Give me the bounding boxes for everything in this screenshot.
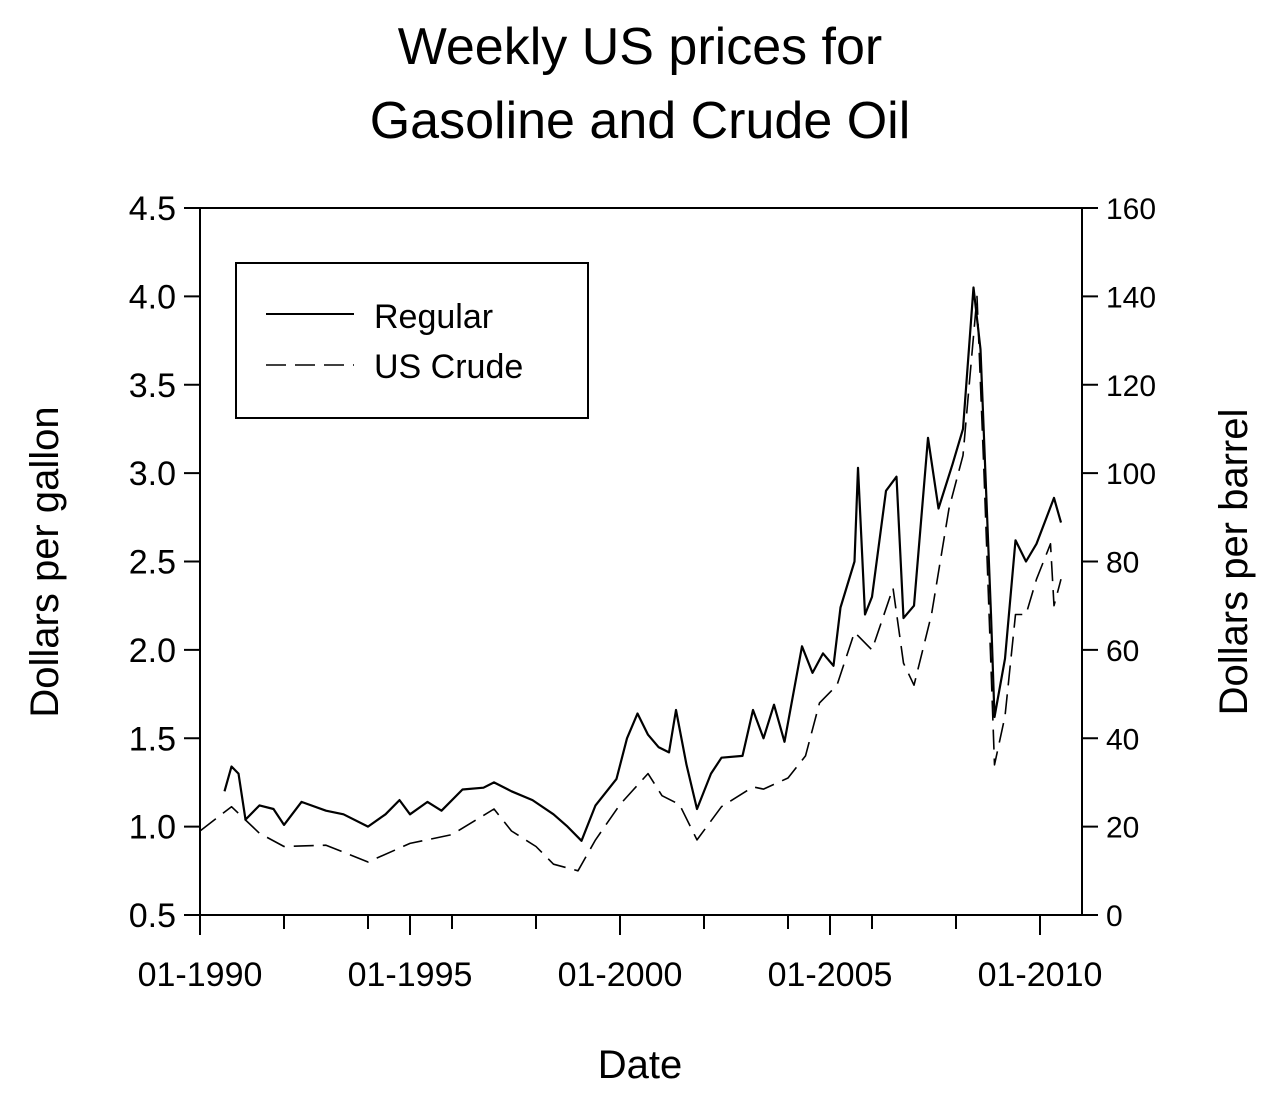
x-axis: 01-1990 01-1995 01-2000 01-2005 01-2010 <box>138 915 1103 994</box>
right-axis: 0 20 40 60 80 100 120 140 160 <box>1082 193 1156 933</box>
series-line-regular <box>223 286 1063 842</box>
right-tick-label: 140 <box>1106 281 1156 314</box>
series-line-us-crude <box>199 295 1062 872</box>
left-tick-label: 1.5 <box>129 720 176 758</box>
legend-label-regular: Regular <box>374 298 493 336</box>
left-axis: 0.5 1.0 1.5 2.0 2.5 3.0 3.5 4.0 4.5 <box>129 190 200 935</box>
y-axis-label-right: Dollars per barrel <box>1212 409 1256 716</box>
legend-label-us-crude: US Crude <box>374 348 523 386</box>
right-tick-label: 60 <box>1106 635 1139 668</box>
right-tick-label: 120 <box>1106 370 1156 403</box>
chart-title-line-2: Gasoline and Crude Oil <box>370 92 911 150</box>
x-axis-label: Date <box>598 1043 683 1087</box>
left-tick-label: 4.0 <box>129 278 176 316</box>
legend: Regular US Crude <box>235 262 589 419</box>
left-tick-label: 1.0 <box>129 809 176 847</box>
left-tick-label: 3.5 <box>129 367 176 405</box>
x-tick-label: 01-1990 <box>138 956 263 994</box>
right-tick-label: 20 <box>1106 812 1139 845</box>
left-tick-label: 4.5 <box>129 190 176 228</box>
right-tick-label: 0 <box>1106 900 1123 933</box>
left-tick-label: 2.0 <box>129 632 176 670</box>
left-tick-label: 3.0 <box>129 455 176 493</box>
series-layer <box>199 286 1063 872</box>
left-tick-label: 0.5 <box>129 897 176 935</box>
right-tick-label: 80 <box>1106 547 1139 580</box>
right-tick-label: 160 <box>1106 193 1156 226</box>
chart-title-line-1: Weekly US prices for <box>398 18 883 76</box>
x-tick-label: 01-1995 <box>348 956 473 994</box>
x-tick-label: 01-2010 <box>978 956 1103 994</box>
right-tick-label: 40 <box>1106 723 1139 756</box>
right-tick-label: 100 <box>1106 458 1156 491</box>
x-tick-label: 01-2005 <box>768 956 893 994</box>
left-tick-label: 2.5 <box>129 544 176 582</box>
y-axis-label-left: Dollars per gallon <box>23 406 67 717</box>
x-tick-label: 01-2000 <box>558 956 683 994</box>
legend-box <box>235 262 589 419</box>
